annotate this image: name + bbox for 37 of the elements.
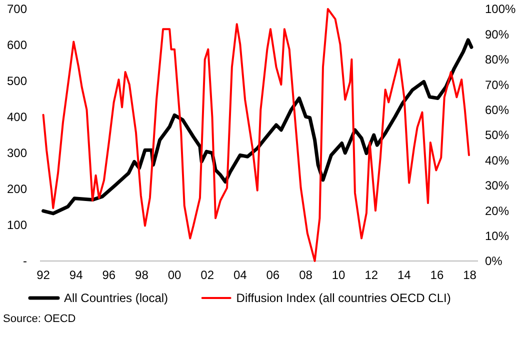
x-tick-label: 12 xyxy=(364,268,378,282)
legend-label: Diffusion Index (all countries OECD CLI) xyxy=(236,291,451,306)
x-tick-label: 08 xyxy=(299,268,313,282)
x-tick-label: 00 xyxy=(168,268,182,282)
y-tick-label: - xyxy=(23,254,27,268)
x-tick-label: 10 xyxy=(332,268,346,282)
y2-tick-label: 20% xyxy=(485,204,510,218)
y2-tick-label: 90% xyxy=(485,27,510,42)
y-tick-label: 200 xyxy=(6,182,28,196)
source-note: Source: OECD xyxy=(3,313,76,325)
x-tick-label: 16 xyxy=(430,268,444,282)
y2-tick-label: 70% xyxy=(485,78,510,92)
x-tick-label: 94 xyxy=(69,268,84,282)
x-tick-label: 18 xyxy=(463,268,477,282)
y2-tick-label: 60% xyxy=(485,103,510,117)
y-tick-label: 700 xyxy=(6,2,28,16)
x-tick-label: 04 xyxy=(233,268,248,282)
y2-tick-label: 0% xyxy=(485,254,503,268)
y2-tick-label: 30% xyxy=(485,178,510,193)
y2-tick-label: 50% xyxy=(485,128,510,142)
y-tick-label: 300 xyxy=(6,146,28,160)
x-tick-label: 02 xyxy=(200,268,214,282)
y-tick-label: 600 xyxy=(6,38,28,52)
y-tick-label: 500 xyxy=(6,74,28,88)
x-tick-label: 14 xyxy=(398,268,412,282)
y-tick-label: 400 xyxy=(6,110,28,124)
x-tick-label: 98 xyxy=(135,268,149,282)
x-tick-label: 06 xyxy=(266,268,280,282)
y2-tick-label: 40% xyxy=(485,153,510,168)
x-tick-label: 96 xyxy=(102,268,116,282)
y2-tick-label: 80% xyxy=(485,52,510,67)
x-tick-label: 92 xyxy=(36,268,50,282)
y2-tick-label: 100% xyxy=(485,2,516,16)
legend-label: All Countries (local) xyxy=(64,291,168,306)
line-series xyxy=(42,8,470,262)
y2-tick-label: 10% xyxy=(485,229,510,243)
y-tick-label: 100 xyxy=(6,218,28,232)
